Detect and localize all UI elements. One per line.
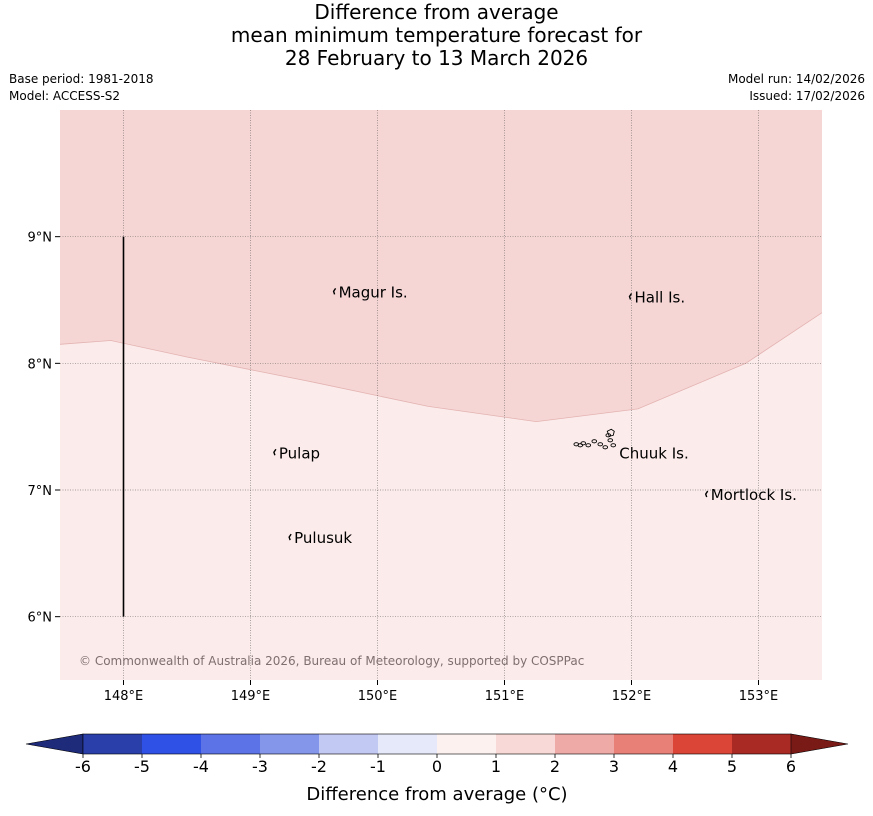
lon-tick-label: 148°E xyxy=(104,689,144,704)
place-label-magur-is: Magur Is. xyxy=(339,283,408,301)
lat-tick-label: 9°N xyxy=(28,231,53,246)
colorbar: -6 -5 -4 -3 -2 -1 0 1 2 3 4 5 6 Difference from avera… xyxy=(25,733,849,805)
lon-tick-label: 153°E xyxy=(739,689,779,704)
colorbar-tick-label: 5 xyxy=(727,757,737,776)
colorbar-tick-label: -6 xyxy=(75,757,91,776)
colorbar-tick-label: 4 xyxy=(668,757,678,776)
colorbar-segment xyxy=(319,734,379,754)
colorbar-segment xyxy=(201,734,261,754)
colorbar-segment xyxy=(614,734,674,754)
lat-tick-label: 8°N xyxy=(28,357,53,372)
map-title-line-2: mean minimum temperature forecast for xyxy=(230,23,643,47)
model-text: Model: ACCESS-S2 xyxy=(9,89,121,103)
colorbar-over-arrow xyxy=(790,733,849,755)
colorbar-tick-label: -4 xyxy=(193,757,209,776)
copyright-text: © Commonwealth of Australia 2026, Bureau… xyxy=(79,654,584,668)
colorbar-tick-label: -3 xyxy=(252,757,268,776)
map-title-line-1: Difference from average xyxy=(314,0,559,24)
colorbar-segment xyxy=(378,734,438,754)
colorbar-segment xyxy=(555,734,615,754)
lat-tick-label: 6°N xyxy=(28,611,53,626)
issued-text: Issued: 17/02/2026 xyxy=(749,89,865,103)
colorbar-label: Difference from average (°C) xyxy=(306,784,567,805)
pulap-island xyxy=(273,448,277,456)
colorbar-tick-label: 0 xyxy=(432,757,442,776)
island-outline xyxy=(597,442,604,447)
place-label-pulusuk: Pulusuk xyxy=(294,529,352,547)
lon-tick-label: 150°E xyxy=(358,689,398,704)
island-outline xyxy=(610,443,617,448)
contour-line xyxy=(59,312,823,423)
colorbar-segment xyxy=(142,734,202,754)
place-label-chuuk-is: Chuuk Is. xyxy=(619,444,688,462)
island-outline xyxy=(585,443,592,448)
map-title-line-3: 28 February to 13 March 2026 xyxy=(284,46,589,70)
map-panel: Magur Is. Hall Is. Pulap Chuuk Is. Mortlock … xyxy=(59,110,823,680)
lon-tick-label: 152°E xyxy=(612,689,652,704)
island-outline xyxy=(606,428,615,437)
lon-tick-label: 149°E xyxy=(231,689,271,704)
place-label-hall-is: Hall Is. xyxy=(635,288,686,306)
hall-is-island xyxy=(628,293,633,300)
island-outline xyxy=(580,441,587,446)
colorbar-tick-label: -1 xyxy=(370,757,386,776)
colorbar-tick-label: 6 xyxy=(786,757,796,776)
chuuk-lagoon-islands xyxy=(573,428,617,450)
magur-is-island xyxy=(332,288,337,295)
island-outline xyxy=(602,445,609,450)
colorbar-tick-label: -2 xyxy=(311,757,327,776)
colorbar-segment xyxy=(437,734,497,754)
colorbar-under-arrow xyxy=(25,733,84,755)
colorbar-segment xyxy=(496,734,556,754)
pulusuk-island xyxy=(288,533,292,541)
colorbar-segment xyxy=(673,734,733,754)
island-outline xyxy=(607,438,614,443)
colorbar-segment xyxy=(83,734,143,754)
place-label-pulap: Pulap xyxy=(279,444,320,462)
map-axes: 148°E 149°E 150°E 151°E 152°E 153°E 6°N 7°N 8°N 9… xyxy=(28,231,779,704)
colorbar-tick-label: 2 xyxy=(550,757,560,776)
lat-tick-label: 7°N xyxy=(28,484,53,499)
model-run-text: Model run: 14/02/2026 xyxy=(727,72,865,86)
colorbar-tick-label: 1 xyxy=(491,757,501,776)
colorbar-segment xyxy=(260,734,320,754)
colorbar-tick-label: -5 xyxy=(134,757,150,776)
island-outline xyxy=(591,439,598,444)
lon-tick-label: 151°E xyxy=(485,689,525,704)
mortlock-is-island xyxy=(704,490,709,498)
colorbar-tick-label: 3 xyxy=(609,757,619,776)
base-period-text: Base period: 1981-2018 xyxy=(9,72,154,86)
colorbar-segment xyxy=(732,734,792,754)
place-label-mortlock-is: Mortlock Is. xyxy=(711,486,797,504)
